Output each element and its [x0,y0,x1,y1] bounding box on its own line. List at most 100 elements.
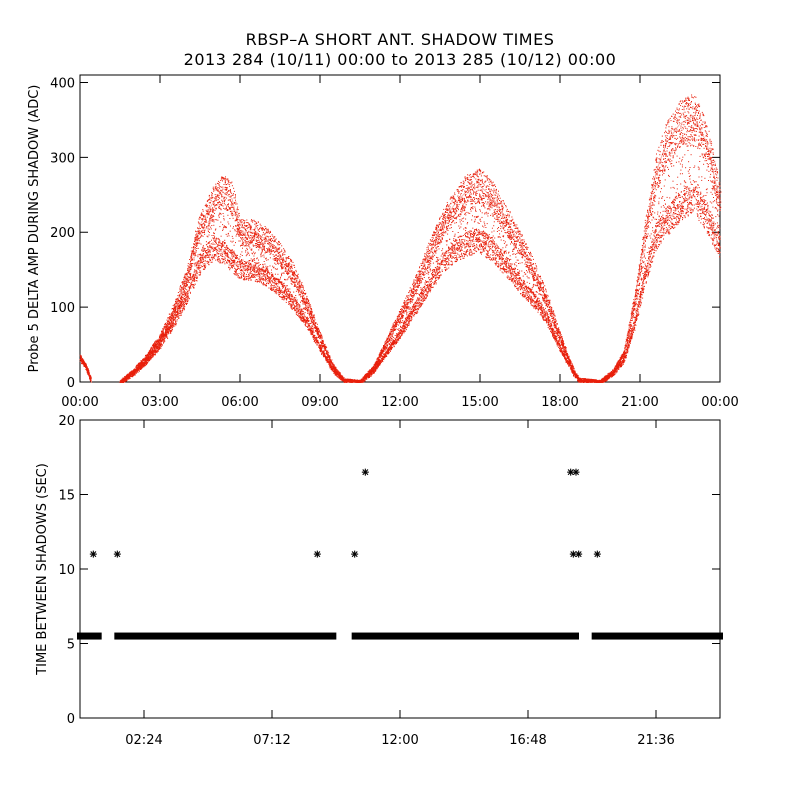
scatter-point [138,365,140,367]
scatter-point [196,248,198,249]
scatter-point [293,291,295,293]
scatter-point [152,344,154,346]
scatter-point [207,214,209,216]
scatter-point [260,277,262,279]
scatter-point [268,250,270,252]
scatter-point [251,264,253,266]
scatter-point [291,259,293,261]
scatter-point [236,256,238,258]
scatter-point [272,267,274,269]
scatter-point [241,251,243,253]
scatter-point [186,274,188,276]
scatter-point [215,187,217,189]
scatter-point [277,262,279,264]
scatter-point [274,280,276,282]
scatter-point [187,291,189,293]
scatter-point [290,280,292,282]
scatter-point [272,254,274,256]
scatter-point [188,279,190,281]
scatter-point [262,248,264,250]
scatter-point [301,316,303,318]
scatter-point [174,305,176,307]
scatter-point [149,354,150,356]
scatter-point [208,224,210,226]
scatter-point [238,215,240,217]
scatter-point [187,294,189,296]
scatter-point [175,308,177,309]
scatter-point [218,241,220,243]
scatter-point [276,288,278,290]
scatter-point [260,242,261,244]
scatter-point [236,225,238,226]
scatter-point [178,310,180,312]
scatter-point [265,268,267,270]
scatter-point [217,183,219,185]
scatter-point [255,239,257,241]
scatter-point [202,210,204,212]
scatter-point [212,237,214,239]
scatter-point [225,179,227,181]
scatter-point [132,375,134,377]
scatter-point [189,267,191,268]
scatter-point [299,306,301,308]
scatter-point [169,325,171,327]
scatter-point [237,209,239,211]
scatter-point [229,260,231,262]
scatter-point [169,321,171,323]
scatter-point [214,209,216,211]
scatter-point [215,200,217,202]
scatter-point [196,275,198,277]
scatter-point [274,251,276,253]
scatter-point [134,372,136,374]
scatter-point [163,326,165,328]
scatter-point [222,228,224,230]
scatter-point [298,290,300,292]
scatter-point [130,371,132,373]
scatter-point [301,282,303,284]
scatter-point [241,269,242,271]
scatter-point [281,290,283,292]
scatter-point [223,218,225,220]
scatter-point [253,245,255,247]
scatter-point [178,317,180,319]
scatter-point [245,241,247,243]
scatter-point [288,297,290,299]
scatter-point [207,254,209,256]
scatter-point [257,245,258,247]
scatter-point [219,197,221,199]
scatter-point [219,245,221,247]
scatter-point [209,247,211,248]
scatter-point [295,277,297,279]
scatter-point [247,242,249,244]
scatter-point [302,302,304,304]
scatter-point [160,344,162,346]
scatter-point [236,203,238,205]
scatter-point [148,350,150,352]
scatter-point [197,239,199,241]
scatter-point [305,298,307,300]
scatter-point [307,306,309,308]
scatter-point [262,283,264,285]
scatter-point [287,296,289,298]
scatter-point [241,263,243,265]
scatter-point [151,354,153,356]
scatter-point [289,303,291,305]
scatter-point [266,251,268,253]
scatter-point [241,272,243,274]
scatter-point [206,252,208,254]
scatter-point [198,230,200,232]
scatter-point [300,312,302,314]
scatter-point [260,279,262,281]
scatter-point [194,262,196,264]
scatter-point [209,212,211,214]
scatter-point [247,245,249,247]
scatter-point [155,340,157,342]
scatter-point [154,346,156,348]
scatter-point [258,234,260,236]
scatter-point [251,237,253,239]
scatter-point [186,274,188,276]
scatter-point [196,237,198,239]
scatter-point [265,265,267,267]
scatter-point [159,346,161,348]
scatter-point [230,240,232,242]
